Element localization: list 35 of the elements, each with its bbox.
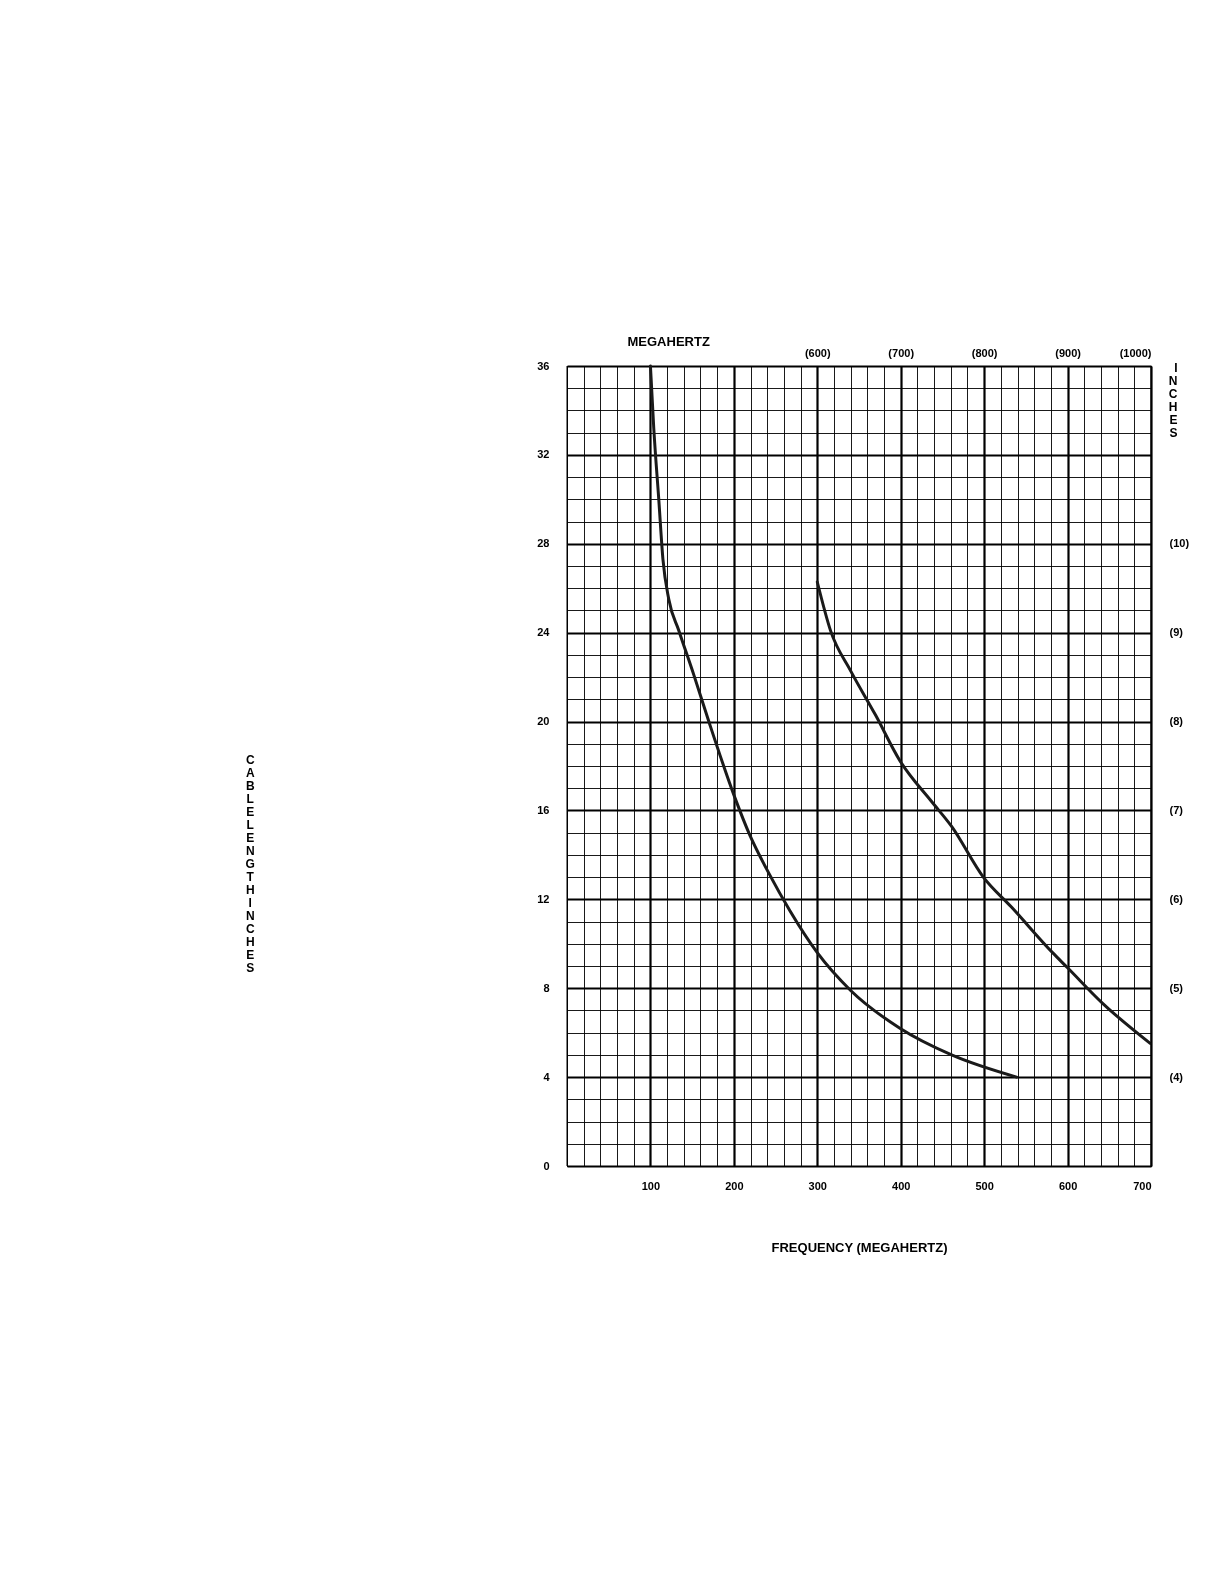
line-series <box>815 580 1152 1045</box>
x-tick-label: 500 <box>975 1179 994 1192</box>
y2-tick-label: (7) <box>1169 803 1184 816</box>
y2-tick-label: (5) <box>1169 981 1184 994</box>
x-tick-label: 600 <box>1058 1179 1078 1192</box>
y-tick-label: 16 <box>537 803 550 816</box>
y2-axis-title: INCHES <box>1168 360 1178 440</box>
y-tick-label: 36 <box>537 359 550 372</box>
x2-tick-label: (600) <box>804 346 831 359</box>
y2-tick-label: (8) <box>1169 715 1184 728</box>
y2-tick-label: (4) <box>1169 1070 1184 1083</box>
x-tick-label: 200 <box>725 1179 744 1192</box>
x2-tick-label: (1000) <box>1119 346 1152 359</box>
text: CABLE LENGTH INCHES <box>245 752 255 975</box>
y-tick-label: 8 <box>543 981 550 994</box>
y-tick-label: 24 <box>537 626 551 639</box>
y-tick-label: 12 <box>537 892 550 905</box>
y-tick-label: 4 <box>543 1070 551 1083</box>
x2-tick-label: (900) <box>1055 346 1082 359</box>
y-tick-label: 32 <box>537 448 550 461</box>
x-axis-title: FREQUENCY (MEGAHERTZ) <box>771 1239 948 1255</box>
x-tick-label: 300 <box>808 1179 827 1192</box>
y-tick-label: 28 <box>537 537 550 550</box>
x2-axis-title: MEGAHERTZ <box>627 333 710 349</box>
x-tick-label: 700 <box>1133 1179 1152 1192</box>
y-tick-label: 0 <box>543 1159 550 1172</box>
x-tick-label: 100 <box>641 1179 661 1192</box>
line-series <box>648 364 1019 1079</box>
y2-tick-label: (9) <box>1169 626 1184 639</box>
y2-tick-label: (6) <box>1169 892 1184 905</box>
x2-tick-label: (800) <box>971 346 998 359</box>
x2-tick-label: (700) <box>888 346 915 359</box>
y-tick-label: 20 <box>537 715 550 728</box>
x-tick-label: 400 <box>892 1179 911 1192</box>
y2-tick-label: (10) <box>1169 537 1190 550</box>
